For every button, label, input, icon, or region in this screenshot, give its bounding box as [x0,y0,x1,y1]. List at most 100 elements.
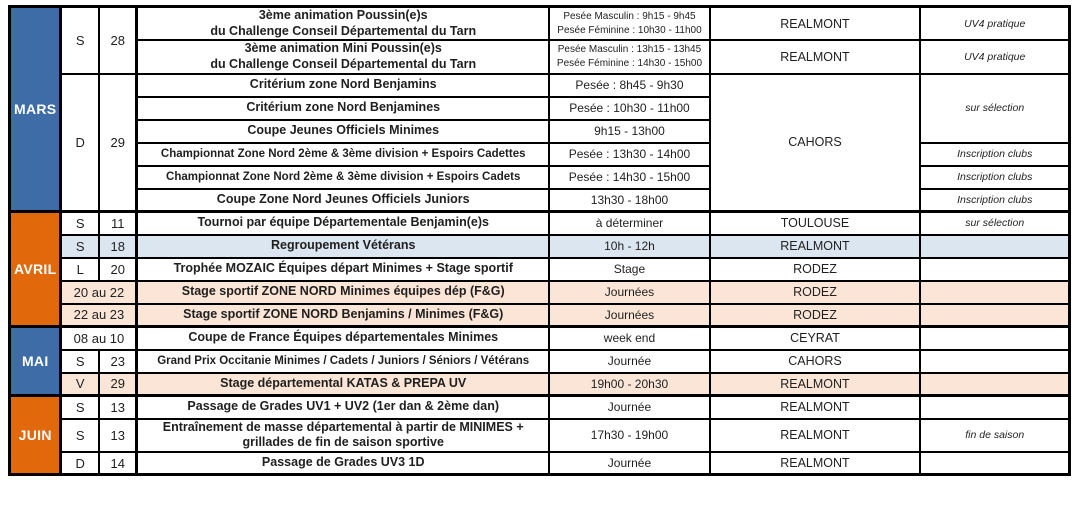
event-cell-line: Grand Prix Occitanie Minimes / Cadets / … [157,354,530,367]
note-cell [918,256,1071,282]
note-cell: sur sélection [918,72,1071,144]
location-cell: REALMONT [708,233,921,259]
time-cell: à déterminer [547,210,711,236]
time-cell-line: Pesée Masculin : 9h15 - 9h45 [563,11,696,23]
date-cell: 14 [97,450,138,476]
note-cell: fin de saison [918,417,1071,453]
location-cell: CAHORS [708,348,921,374]
event-cell-line: Stage sportif ZONE NORD Benjamins / Mini… [183,306,504,321]
event-cell-line: Coupe de France Équipes départementales … [188,330,499,345]
table-row: S 23 Grand Prix Occitanie Minimes / Cadets… [10,348,1071,374]
event-cell: Regroupement Vétérans [135,233,550,259]
note-cell: sur sélection [918,210,1071,236]
time-cell-line: Pesée : 10h30 - 11h00 [569,101,690,115]
day-cell: D [59,450,100,476]
date-cell: 13 [97,417,138,453]
month-cell: JUIN [7,393,63,477]
calendar-body: MARS S 28 3ème animation Poussin(e)s du Chal… [7,5,1071,477]
event-cell: Entraînement de masse départemental à pa… [135,417,550,453]
date-cell: 13 [97,394,138,420]
time-cell-line: Stage [613,262,646,276]
note-cell: UV4 pratique [918,5,1071,42]
calendar-page: MARS S 28 3ème animation Poussin(e)s du Chal… [7,5,1072,477]
time-cell: 9h15 - 13h00 [547,118,711,144]
time-cell: Pesée : 10h30 - 11h00 [547,95,711,121]
event-cell: Championnat Zone Nord 2ème & 3ème divisi… [135,141,550,167]
event-cell-line: du Challenge Conseil Départemental du Ta… [210,23,477,38]
table-row: AVRIL S 11 Tournoi par équipe Départemental… [7,210,1071,328]
location-cell: RODEZ [708,279,921,305]
event-cell-line: Tournoi par équipe Départementale Benjam… [197,215,489,230]
event-cell-line: Trophée MOZAIC Équipes départ Minimes + … [173,261,513,276]
time-cell-line: Pesée : 13h30 - 14h00 [568,147,691,161]
event-cell-line: Passage de Grades UV3 1D [261,455,425,470]
event-cell-line: Entraînement de masse départemental à pa… [162,419,524,434]
daydate-cell: 08 au 10 [59,325,138,351]
day-cell: S [59,417,100,453]
day-cell: S [59,348,100,374]
time-cell: 10h - 12h [547,233,711,259]
time-cell-line: 9h15 - 13h00 [594,124,665,138]
event-cell: Trophée MOZAIC Équipes départ Minimes + … [135,256,550,282]
event-cell: Tournoi par équipe Départementale Benjam… [135,210,550,236]
table-row: D 14 Passage de Grades UV3 1D Journée REALMO… [10,450,1071,476]
day-cell: D [59,72,100,213]
time-cell-line: Pesée : 8h45 - 9h30 [575,78,684,92]
location-cell: CEYRAT [708,325,921,351]
location-cell: TOULOUSE [708,210,921,236]
event-cell: Critérium zone Nord Benjamins [135,72,550,98]
time-cell: Journée [547,348,711,374]
event-cell: Coupe Zone Nord Jeunes Officiels Juniors [135,187,550,213]
time-cell-line: Journées [604,285,655,299]
location-cell: RODEZ [708,302,921,328]
calendar-table: MARS S 28 3ème animation Poussin(e)s du Chal… [7,5,1072,477]
note-cell [918,233,1071,259]
event-cell: Grand Prix Occitanie Minimes / Cadets / … [135,348,550,374]
note-cell: Inscription clubs [918,141,1071,167]
event-cell-line: Championnat Zone Nord 2ème & 3ème divisi… [160,147,526,160]
note-cell [918,348,1071,374]
event-cell-line: Stage sportif ZONE NORD Minimes équipes … [181,284,505,299]
event-cell-line: Critérium zone Nord Benjamines [246,100,441,115]
month-cell: MAI [7,325,63,397]
time-cell-line: week end [603,331,656,346]
event-cell: Passage de Grades UV3 1D [135,450,550,476]
location-cell: REALMONT [708,39,921,75]
event-cell-line: Regroupement Vétérans [270,238,416,253]
event-cell: Stage départemental KATAS & PREPA UV [135,371,550,397]
time-cell-line: Pesée : 14h30 - 15h00 [568,170,691,184]
table-row: Critérium zone Nord Benjamines Pesée : 10… [10,95,1070,121]
time-cell: 13h30 - 18h00 [547,187,711,213]
time-cell-line: Journées [604,307,655,322]
day-cell: L [59,256,100,282]
event-cell-line: Coupe Jeunes Officiels Minimes [247,123,440,138]
date-cell: 20 [97,256,138,282]
date-cell: 28 [97,5,138,75]
date-cell: 29 [97,72,138,213]
time-cell: Pesée : 13h30 - 14h00 [547,141,711,167]
time-cell: 19h00 - 20h30 [547,371,711,397]
table-row: Championnat Zone Nord 2ème & 3ème divisi… [10,164,1071,190]
table-row: MAI 08 au 10 Coupe de France Équipes dépar… [7,325,1071,397]
daydate-cell: 22 au 23 [59,302,138,328]
event-cell-line: Coupe Zone Nord Jeunes Officiels Juniors [216,191,470,206]
time-cell: Pesée Masculin : 13h15 - 13h45 Pesée Fémi… [547,39,711,75]
location-cell: RODEZ [708,256,921,282]
location-cell: REALMONT [708,417,921,453]
table-row: Coupe Jeunes Officiels Minimes 9h15 - 13h… [10,118,1070,144]
event-cell-line: Critérium zone Nord Benjamins [249,77,437,92]
table-row: 22 au 23 Stage sportif ZONE NORD Benjamin… [10,302,1071,328]
table-row: JUIN S 13 Passage de Grades UV1 + UV2 (1er … [7,393,1071,477]
time-cell-line: 17h30 - 19h00 [590,428,669,443]
table-row: 20 au 22 Stage sportif ZONE NORD Minimes … [10,279,1071,305]
table-row: S 18 Regroupement Vétérans 10h - 12h REALMON… [10,233,1071,259]
location-cell: CAHORS [708,72,921,213]
note-cell [918,450,1071,476]
event-cell-line: grillades de fin de saison sportive [242,435,444,450]
table-row: MARS S 28 3ème animation Poussin(e)s du Chal… [7,5,1071,213]
time-cell: Pesée : 14h30 - 15h00 [547,164,711,190]
event-cell: Coupe Jeunes Officiels Minimes [135,118,550,144]
month-cell: MARS [7,5,63,213]
event-cell: Stage sportif ZONE NORD Benjamins / Mini… [135,302,550,328]
table-row: D 29 Critérium zone Nord Benjamins Pesée : … [10,72,1071,213]
